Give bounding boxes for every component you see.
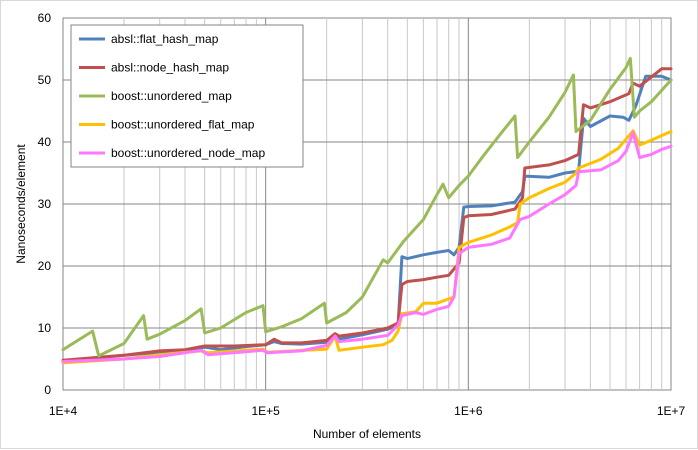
legend-label: boost::unordered_node_map [111,146,265,160]
y-axis-title: Nanoseconds/element [14,144,28,264]
x-tick-label: 1E+7 [657,404,686,418]
legend-label: absl::node_hash_map [111,61,229,75]
y-tick-label: 0 [44,383,51,397]
legend: absl::flat_hash_mapabsl::node_hash_mapbo… [70,24,304,168]
series-line-boost-unordered-node-map [61,131,673,363]
legend-label: boost::unordered_flat_map [111,118,255,132]
x-tick-label: 1E+6 [454,404,483,418]
tick-labels: 0 10 20 30 40 50 60 1E+4 1E+5 1E+6 1E+7 [38,11,686,418]
x-tick-label: 1E+4 [49,404,78,418]
legend-label: boost::unordered_map [111,89,232,103]
legend-box [70,24,304,168]
y-tick-label: 40 [38,135,52,149]
y-tick-label: 10 [38,321,52,335]
series-lines [61,56,673,365]
y-tick-label: 20 [38,259,52,273]
legend-label: absl::flat_hash_map [111,32,219,46]
y-tick-label: 60 [38,11,52,25]
x-axis-title: Number of elements [313,427,421,441]
x-tick-label: 1E+5 [251,404,280,418]
y-tick-label: 50 [38,73,52,87]
series-line-boost-unordered-map [61,56,673,358]
y-tick-label: 30 [38,197,52,211]
